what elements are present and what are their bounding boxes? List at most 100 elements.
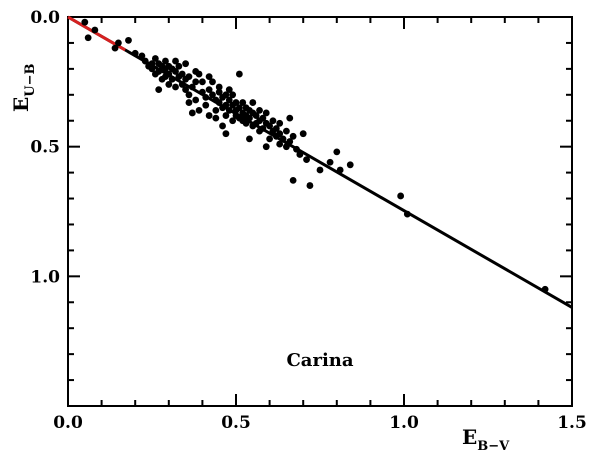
data-point [199, 78, 206, 86]
data-point [188, 109, 196, 117]
data-point [81, 18, 89, 26]
data-point [202, 101, 210, 109]
data-point [165, 81, 173, 88]
data-point [239, 99, 247, 106]
data-point [91, 26, 99, 34]
data-point [225, 86, 233, 94]
data-point [212, 114, 220, 122]
cluster-annotation: Carina [286, 350, 353, 371]
data-point [205, 73, 213, 81]
data-point [185, 99, 193, 106]
data-point [125, 36, 132, 44]
data-point [141, 57, 149, 65]
data-point [172, 57, 179, 65]
data-point [165, 70, 173, 78]
data-point [235, 104, 243, 112]
data-point [212, 106, 220, 114]
data-point [266, 135, 273, 143]
x-axis-label-main: E [462, 425, 477, 449]
data-point [333, 148, 341, 156]
data-point [175, 62, 183, 70]
data-point [266, 122, 273, 130]
data-point [222, 130, 230, 138]
data-point [155, 68, 163, 75]
x-tick-label: 1.0 [389, 413, 419, 433]
x-axis-label-sub: B−V [477, 439, 510, 454]
x-axis-label: EB−V [462, 425, 510, 454]
y-tick-label: 1.0 [30, 267, 60, 287]
data-point [209, 78, 216, 86]
data-point [279, 135, 287, 143]
data-point [172, 68, 179, 75]
data-point [256, 106, 263, 114]
data-point [155, 86, 163, 94]
data-point [148, 60, 156, 68]
data-point [222, 91, 230, 99]
data-point [246, 135, 253, 143]
x-tick-label: 0.0 [53, 413, 83, 433]
y-axis-label-main: E [9, 97, 33, 112]
data-point [215, 88, 223, 96]
data-point [115, 39, 122, 47]
data-point [215, 99, 223, 106]
y-axis-label-sub: U−B [23, 64, 38, 97]
data-point [283, 143, 290, 151]
data-point [168, 75, 176, 83]
data-point [276, 130, 284, 138]
data-point [195, 106, 203, 114]
data-point [276, 140, 284, 148]
data-point [262, 109, 270, 117]
data-point [182, 86, 190, 94]
data-point [232, 99, 240, 106]
data-point [111, 44, 119, 52]
data-point [252, 112, 260, 119]
data-point [246, 114, 253, 122]
data-point [262, 143, 270, 151]
data-point [242, 119, 250, 127]
data-point [289, 132, 297, 140]
data-point [202, 93, 210, 101]
data-point [225, 106, 233, 114]
data-point [148, 65, 156, 73]
data-point [229, 117, 237, 125]
data-point [178, 81, 186, 88]
data-point [276, 119, 284, 127]
data-point [403, 210, 411, 218]
data-point [541, 285, 549, 293]
data-point [316, 166, 324, 174]
data-point [215, 83, 223, 91]
data-point [235, 70, 243, 78]
data-point [188, 83, 196, 91]
data-point [303, 156, 310, 164]
data-point [286, 114, 294, 122]
data-point [269, 117, 277, 125]
data-point [185, 91, 193, 99]
data-point [192, 78, 200, 86]
data-point [272, 125, 280, 132]
y-axis-label: EU−B [9, 64, 38, 112]
y-tick-label: 0.5 [30, 138, 60, 158]
data-point [299, 130, 307, 138]
data-point [205, 112, 213, 119]
data-point [326, 158, 334, 166]
data-point [131, 49, 139, 57]
data-point [249, 99, 257, 106]
data-point [259, 114, 267, 122]
data-point [209, 91, 216, 99]
data-point [151, 55, 159, 62]
data-point [222, 101, 230, 109]
data-point [229, 91, 237, 99]
data-point [225, 96, 233, 104]
data-point [138, 52, 146, 60]
data-point [205, 86, 213, 94]
x-tick-label: 0.5 [221, 413, 251, 433]
data-point [162, 57, 169, 65]
data-point [346, 161, 354, 169]
data-point [178, 70, 186, 78]
data-point [289, 176, 297, 184]
data-point [306, 182, 314, 189]
data-point [222, 112, 230, 119]
data-point [397, 192, 405, 200]
data-point [84, 34, 92, 42]
